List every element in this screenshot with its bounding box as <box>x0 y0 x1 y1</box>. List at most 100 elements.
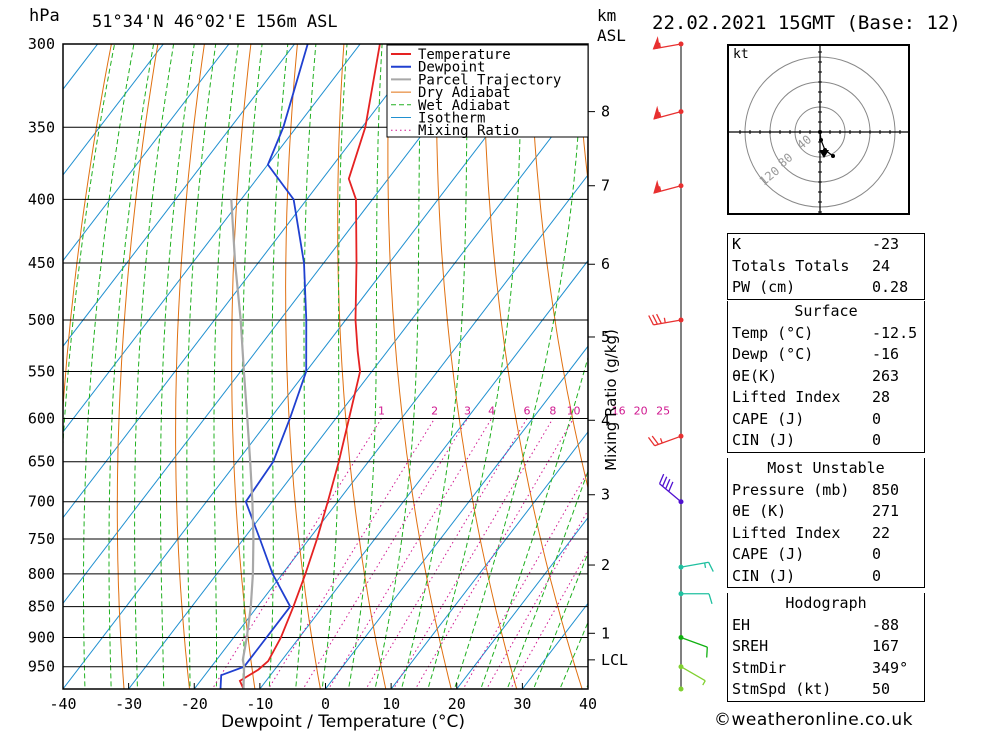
wind-barb-feather <box>706 647 708 658</box>
x-tick-label: -30 <box>115 695 142 713</box>
legend-entry: Temperature <box>418 47 511 63</box>
height-tick-label: LCL <box>601 651 628 669</box>
wet-adiabat-line <box>321 44 348 689</box>
index-value: 0 <box>872 545 882 563</box>
wind-barb-feather <box>662 476 668 487</box>
table-row: CIN (J) 0 <box>728 566 924 588</box>
index-label: CIN (J) <box>732 431 796 449</box>
dry-adiabat-line <box>435 44 518 689</box>
dewpoint-curve <box>219 44 309 689</box>
table-row: Temp (°C) -12.5 <box>728 323 924 345</box>
legend-entry: Parcel Trajectory <box>418 72 561 88</box>
mixing-ratio-line <box>365 418 528 689</box>
table-section-title: Most Unstable <box>767 459 885 477</box>
wind-barb-staff <box>680 636 708 648</box>
table-section-title: Surface <box>794 302 858 320</box>
wet-adiabat-line <box>108 44 155 689</box>
pressure-tick-label: 300 <box>28 35 55 53</box>
x-tick-label: 20 <box>448 695 466 713</box>
wind-barb-half-feather <box>658 42 661 48</box>
wind-barb-feather <box>651 435 659 445</box>
mixing-ratio-line <box>267 418 436 689</box>
index-value: 22 <box>872 523 891 542</box>
table-row: CAPE (J) 0 <box>728 409 924 431</box>
wind-barb-half-feather <box>659 438 663 444</box>
wind-barb-feather <box>656 313 662 324</box>
x-axis-label: Dewpoint / Temperature (°C) <box>221 712 465 732</box>
mixing-ratio-line <box>392 418 554 689</box>
index-value: 50 <box>872 680 891 698</box>
table-row: Lifted Index 28 <box>728 387 924 409</box>
index-value: 0 <box>872 409 882 428</box>
index-label: Dewp (°C) <box>732 345 814 363</box>
pressure-tick-label: 900 <box>28 629 55 647</box>
index-label: Temp (°C) <box>732 323 814 342</box>
wind-barb-feather <box>707 561 714 572</box>
wet-adiabat-line <box>453 44 584 689</box>
wet-adiabat-line <box>427 44 523 689</box>
index-label: Lifted Index <box>732 523 841 542</box>
wet-adiabat-line <box>348 44 383 689</box>
index-value: -16 <box>872 345 900 363</box>
isotherm-line <box>63 44 230 262</box>
wind-barb-feather <box>648 315 655 326</box>
index-label: PW (cm) <box>732 278 796 296</box>
dry-adiabat-line <box>971 0 1000 694</box>
wind-level-dot <box>678 686 684 692</box>
index-label: CAPE (J) <box>732 409 805 428</box>
wet-adiabat-line <box>295 44 317 689</box>
hodograph-trace <box>819 131 834 157</box>
table-section-title: Hodograph <box>785 594 867 612</box>
hodograph-point <box>819 138 823 142</box>
isotherm-line <box>0 0 42 694</box>
mixing-ratio-label: 2 <box>431 404 438 417</box>
dry-adiabat-line <box>285 44 321 689</box>
legend-entry: Mixing Ratio <box>418 123 519 139</box>
wind-barb-pennant <box>653 105 661 120</box>
table-row: SREH 167 <box>728 636 924 658</box>
height-ref-label: ASL <box>597 26 626 45</box>
wind-barb-feather <box>658 473 665 484</box>
legend-entry: Wet Adiabat <box>418 98 511 114</box>
index-value: -88 <box>872 615 900 634</box>
x-tick-label: 10 <box>382 695 400 713</box>
mixing-ratio-label: 6 <box>523 404 530 417</box>
index-value: 0.28 <box>872 278 909 296</box>
hodograph-ring-label: 120 <box>757 164 783 189</box>
pressure-tick-label: 350 <box>28 118 55 136</box>
x-axis: -40 -30 -20 -10 0 10 20 30 40 <box>49 683 597 713</box>
index-label: CIN (J) <box>732 566 796 585</box>
pressure-tick-label: 400 <box>28 190 55 208</box>
table-row: Lifted Index 22 <box>728 523 924 545</box>
table-row: θE(K) 263 <box>728 366 924 388</box>
index-value: 24 <box>872 256 891 275</box>
wet-adiabat-line <box>213 44 239 689</box>
mixing-ratio-label: 1 <box>378 404 385 417</box>
wet-adiabat-line <box>268 44 289 689</box>
isotherm-line <box>63 44 99 91</box>
height-tick-label: 3 <box>601 486 610 504</box>
mixing-ratio-label: 10 <box>567 404 581 417</box>
storm-motion-marker <box>819 150 829 158</box>
copyright: ©weatheronline.co.uk <box>714 710 914 730</box>
pressure-tick-label: 950 <box>28 658 55 676</box>
mixing-ratio-label: 25 <box>656 404 670 417</box>
wet-adiabat-line <box>400 44 469 689</box>
isotherm-line <box>390 431 588 689</box>
dry-adiabat-line <box>63 44 112 416</box>
isotherm-line <box>63 44 164 176</box>
dry-adiabat-line <box>116 44 159 689</box>
wind-barb-pennant <box>653 179 661 194</box>
height-tick-label: 8 <box>601 103 610 121</box>
pressure-unit-label: hPa <box>29 6 60 26</box>
table-row: StmSpd (kt) 50 <box>728 679 924 701</box>
hodograph-unit: kt <box>733 47 749 62</box>
wind-barb-staff <box>654 435 682 447</box>
index-value: 349° <box>872 658 909 677</box>
index-value: 0 <box>872 431 882 449</box>
wet-adiabat-line <box>134 44 175 689</box>
dry-adiabat-line <box>387 44 452 689</box>
pressure-axis: 300 350 400 450 500 550 600 650 700 750 800 850 900 9… <box>28 35 55 676</box>
